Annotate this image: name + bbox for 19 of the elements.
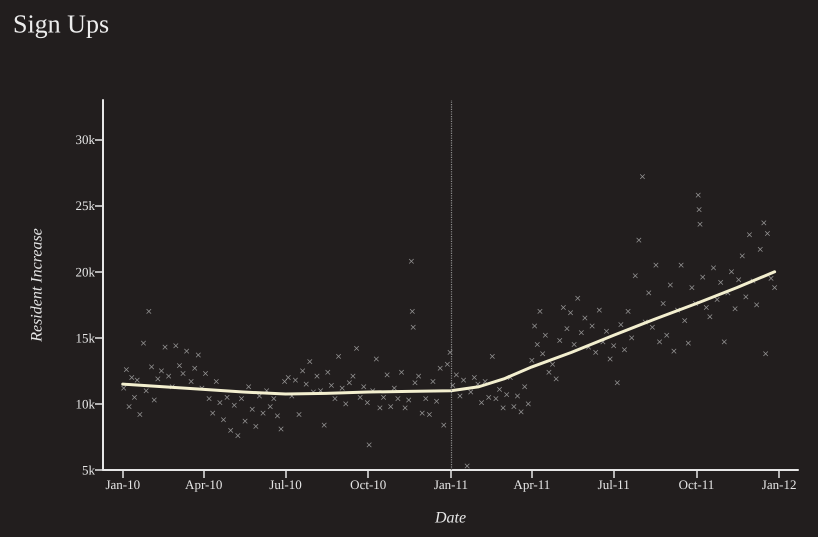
y-tick-label: 25k bbox=[76, 198, 96, 214]
chart-title: Sign Ups bbox=[13, 10, 110, 38]
x-tick-label: Oct-11 bbox=[678, 477, 714, 492]
x-tick-label: Jul-10 bbox=[269, 477, 302, 492]
y-axis-title: Resident Increase bbox=[28, 228, 46, 343]
x-tick-label: Jan-11 bbox=[434, 477, 468, 492]
x-tick-label: Jul-11 bbox=[598, 477, 630, 492]
y-tick-label: 20k bbox=[76, 264, 96, 280]
y-tick-label: 15k bbox=[76, 330, 96, 346]
x-tick-label: Apr-11 bbox=[513, 477, 550, 492]
x-tick-label: Apr-10 bbox=[185, 477, 222, 492]
x-tick-label: Oct-10 bbox=[350, 477, 386, 492]
x-tick-label: Jan-10 bbox=[105, 477, 140, 492]
y-tick-label: 5k bbox=[82, 462, 96, 478]
x-axis-title: Date bbox=[434, 510, 466, 526]
x-tick-label: Jan-12 bbox=[762, 477, 796, 492]
line-series bbox=[121, 270, 776, 396]
y-tick-label: 10k bbox=[76, 396, 96, 412]
y-tick-label: 30k bbox=[76, 132, 96, 148]
